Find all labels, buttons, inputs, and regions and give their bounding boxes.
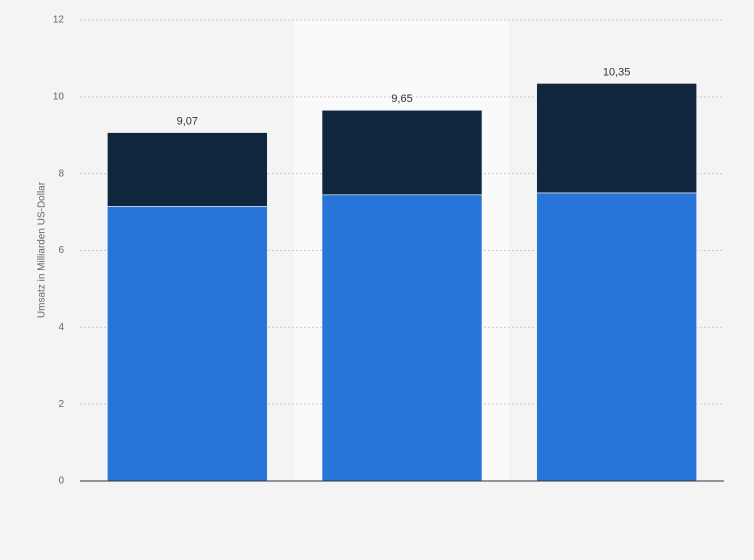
total-label: 10,35 [603, 66, 631, 78]
y-tick-label: 4 [58, 322, 64, 333]
bar-segment [536, 83, 697, 194]
y-tick-label: 6 [58, 245, 64, 256]
y-tick-label: 2 [58, 399, 64, 410]
y-tick-label: 10 [53, 91, 65, 102]
y-axis-label: Umsatz in Milliarden US-Dollar [37, 181, 48, 318]
y-tick-label: 8 [58, 168, 64, 179]
bar-segment [536, 192, 697, 482]
bar-segment [321, 194, 483, 482]
total-label: 9,07 [177, 115, 198, 127]
bar-segment [321, 109, 483, 196]
bar-segment [107, 132, 268, 207]
y-tick-label: 0 [58, 476, 64, 487]
bar-segment [107, 206, 268, 482]
y-tick-label: 12 [53, 15, 65, 26]
total-label: 9,65 [391, 93, 412, 105]
